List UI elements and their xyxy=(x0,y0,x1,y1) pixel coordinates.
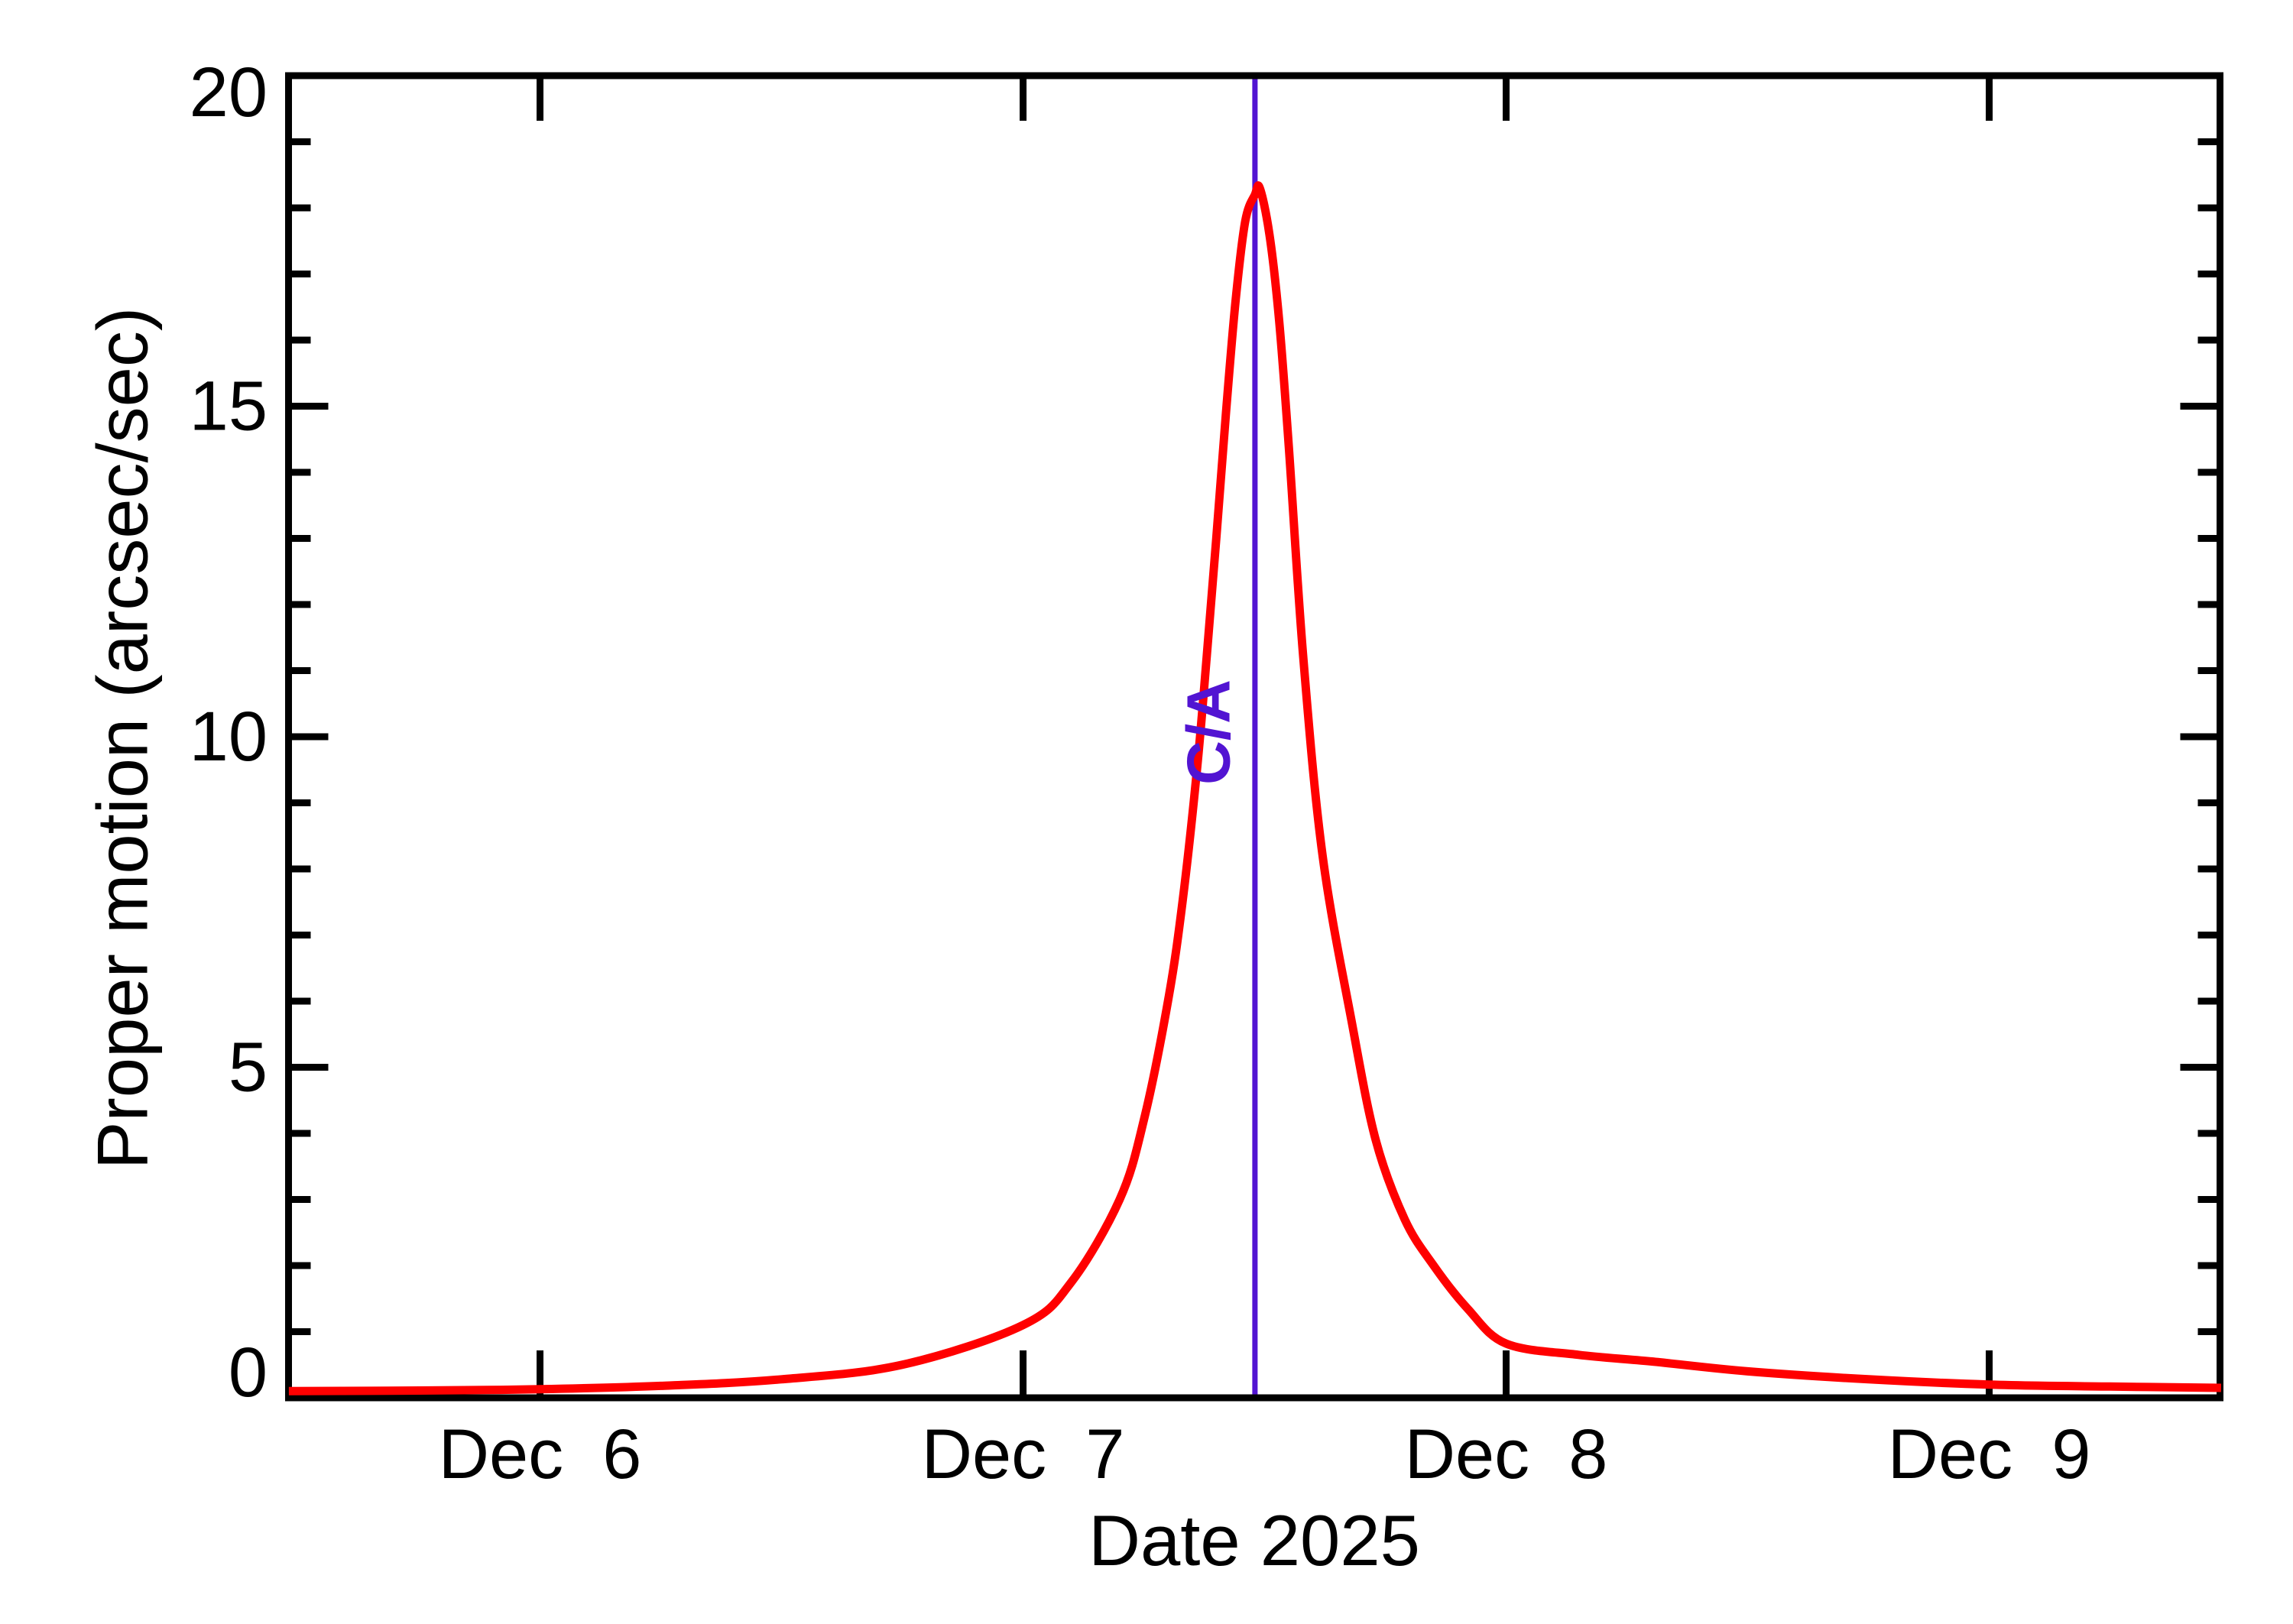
y-axis-title: Proper motion (arcsec/sec) xyxy=(83,307,163,1169)
y-tick-label: 15 xyxy=(190,368,268,446)
proper-motion-curve xyxy=(288,181,2221,1395)
y-tick-label: 10 xyxy=(190,698,268,776)
plot-area: Dec 6 Dec 7 Dec 8 Dec 9 0 5 10 15 20 xyxy=(190,53,2223,1493)
x-tick-label: Dec 8 xyxy=(1405,1415,1608,1493)
x-tick-label: Dec 9 xyxy=(1888,1415,2091,1493)
y-tick-label: 20 xyxy=(190,53,268,131)
y-tick-label: 0 xyxy=(229,1334,268,1412)
closest-approach-label: C/A xyxy=(1175,679,1243,785)
x-tick-label: Dec 6 xyxy=(439,1415,642,1493)
y-tick-label: 5 xyxy=(229,1029,268,1107)
x-axis-title: Date 2025 xyxy=(1088,1500,1420,1580)
x-tick-label: Dec 7 xyxy=(922,1415,1125,1493)
